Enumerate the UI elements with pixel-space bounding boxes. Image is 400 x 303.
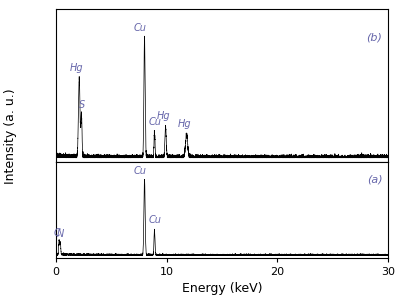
- Text: Intensity (a. u.): Intensity (a. u.): [4, 88, 17, 184]
- Text: S: S: [79, 100, 85, 110]
- Text: Cu: Cu: [148, 117, 161, 127]
- Text: Cu: Cu: [148, 215, 161, 225]
- Text: C: C: [54, 228, 60, 238]
- Text: Hg: Hg: [156, 111, 170, 121]
- Text: (a): (a): [367, 175, 382, 185]
- Text: N: N: [57, 229, 64, 239]
- Text: (b): (b): [366, 32, 382, 42]
- Text: Hg: Hg: [178, 119, 191, 129]
- Text: Cu: Cu: [134, 166, 146, 176]
- Text: Cu: Cu: [134, 23, 146, 33]
- Text: Hg: Hg: [70, 63, 83, 73]
- X-axis label: Energy (keV): Energy (keV): [182, 282, 262, 295]
